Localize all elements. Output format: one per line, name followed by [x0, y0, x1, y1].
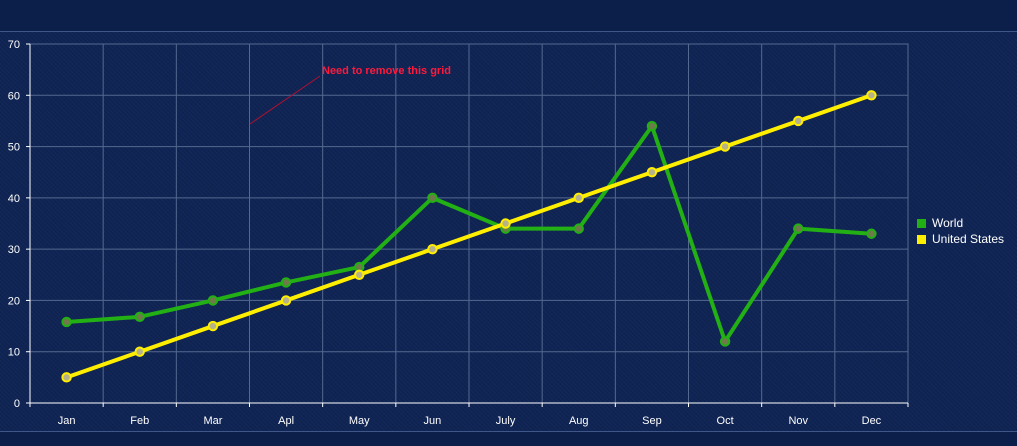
top-toolbar-strip — [0, 0, 1017, 32]
data-point[interactable] — [427, 243, 438, 255]
legend-swatch — [917, 218, 926, 228]
data-point[interactable] — [866, 228, 877, 239]
data-point[interactable] — [719, 336, 731, 347]
bottom-strip — [0, 431, 1017, 446]
x-tick-label: Jun — [424, 415, 442, 427]
data-point[interactable] — [427, 192, 438, 204]
series-line-0 — [64, 124, 874, 344]
annotation-text: Need to remove this grid — [322, 65, 451, 77]
y-tick-label: 60 — [8, 90, 20, 102]
data-point[interactable] — [573, 223, 584, 234]
y-tick-label: 0 — [14, 398, 20, 410]
x-tick-label: Apl — [278, 415, 294, 427]
x-tick-label: July — [496, 415, 516, 427]
data-point[interactable] — [793, 115, 804, 127]
legend: World United States — [917, 215, 1004, 247]
annotation-layer: Need to remove this grid — [249, 65, 451, 125]
y-tick-label: 40 — [8, 193, 20, 205]
y-tick-label: 10 — [8, 347, 20, 359]
data-point[interactable] — [793, 223, 804, 234]
y-tick-label: 20 — [8, 295, 20, 307]
y-tick-label: 30 — [8, 244, 20, 256]
data-point[interactable] — [573, 192, 584, 204]
grid-layer — [29, 43, 909, 404]
x-tick-label: May — [349, 415, 370, 427]
data-point[interactable] — [866, 90, 877, 101]
legend-item[interactable]: World — [917, 215, 1004, 231]
y-tick-label: 50 — [8, 142, 20, 154]
data-point[interactable] — [646, 120, 658, 132]
data-point[interactable] — [280, 277, 292, 288]
legend-label: World — [932, 216, 964, 230]
data-point[interactable] — [207, 295, 219, 306]
data-point[interactable] — [500, 218, 511, 229]
data-point[interactable] — [354, 269, 365, 280]
series-line-1 — [64, 93, 874, 380]
legend-swatch — [917, 234, 926, 244]
data-point[interactable] — [207, 320, 219, 332]
data-point[interactable] — [280, 295, 292, 306]
data-point[interactable] — [134, 311, 145, 323]
x-tick-label: Jan — [58, 415, 76, 427]
data-point[interactable] — [719, 141, 731, 152]
x-tick-label: Mar — [203, 415, 222, 427]
axis-layer: 0 10 20 30 40 50 60 70 Jan Feb Mar Apl May Jun July Aug… — [8, 39, 909, 427]
x-tick-label: Feb — [130, 415, 149, 427]
x-tick-label: Oct — [717, 415, 734, 427]
data-point[interactable] — [134, 346, 145, 357]
data-point[interactable] — [646, 167, 658, 178]
data-point[interactable] — [61, 372, 72, 383]
x-tick-label: Sep — [642, 415, 662, 427]
legend-item[interactable]: United States — [917, 231, 1004, 247]
x-tick-label: Aug — [569, 415, 589, 427]
y-tick-label: 70 — [8, 39, 20, 51]
series-layer — [61, 90, 877, 383]
x-tick-label: Dec — [862, 415, 882, 427]
x-tick-label: Nov — [788, 415, 808, 427]
legend-label: United States — [932, 232, 1005, 246]
annotation-pointer — [249, 75, 321, 125]
data-point[interactable] — [61, 316, 72, 328]
